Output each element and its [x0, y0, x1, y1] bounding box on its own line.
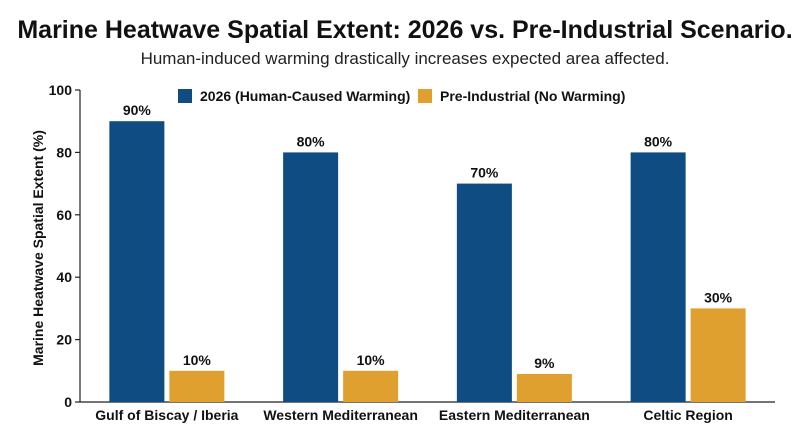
legend-label: 2026 (Human-Caused Warming): [200, 88, 410, 104]
x-category-label: Western Mediterranean: [263, 407, 418, 423]
bar-warming: [456, 183, 512, 402]
legend-swatch: [178, 89, 192, 103]
data-label: 80%: [297, 133, 326, 149]
x-category-label: Gulf of Biscay / Iberia: [95, 407, 238, 423]
y-tick-label: 100: [49, 82, 73, 98]
data-label: 70%: [470, 165, 499, 181]
bars: [109, 121, 746, 402]
bar-warming: [109, 121, 165, 402]
y-axis: 0 20 40 60 80 100: [49, 82, 81, 410]
data-labels: 90% 10% 80% 10% 70% 9% 80% 30%: [123, 102, 733, 371]
x-axis: Gulf of Biscay / Iberia Western Mediterra…: [80, 401, 775, 423]
y-tick-label: 20: [56, 332, 72, 348]
data-label: 80%: [644, 133, 673, 149]
legend-swatch: [418, 89, 432, 103]
data-label: 90%: [123, 102, 152, 118]
bar-pre-industrial: [343, 370, 399, 402]
bar-warming: [630, 152, 686, 402]
bar-warming: [283, 152, 339, 402]
y-tick-label: 40: [56, 269, 72, 285]
legend-label: Pre-Industrial (No Warming): [440, 88, 625, 104]
y-tick-label: 80: [56, 144, 72, 160]
data-label: 30%: [704, 289, 733, 305]
data-label: 10%: [183, 352, 212, 368]
legend: 2026 (Human-Caused Warming) Pre-Industria…: [178, 88, 625, 104]
bar-pre-industrial: [169, 370, 225, 402]
chart-subtitle: Human-induced warming drastically increa…: [141, 49, 670, 68]
data-label: 10%: [357, 352, 386, 368]
x-category-label: Celtic Region: [643, 407, 732, 423]
y-tick-label: 0: [64, 394, 72, 410]
y-axis-label: Marine Heatwave Spatial Extent (%): [30, 130, 46, 366]
bar-pre-industrial: [516, 373, 572, 402]
bar-pre-industrial: [690, 308, 746, 402]
x-category-label: Eastern Mediterranean: [439, 407, 590, 423]
y-tick-label: 60: [56, 207, 72, 223]
data-label: 9%: [534, 355, 555, 371]
chart-title: Marine Heatwave Spatial Extent: 2026 vs.…: [17, 16, 792, 44]
